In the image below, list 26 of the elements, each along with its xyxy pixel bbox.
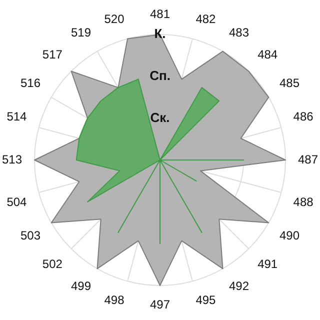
spoke-label: 520 [104, 12, 125, 26]
spoke-label: 488 [293, 195, 314, 210]
spoke-label: 485 [279, 76, 300, 90]
spoke-label: 516 [20, 76, 41, 90]
spoke-label: 499 [70, 279, 92, 294]
spoke-label: 492 [228, 279, 250, 294]
spoke-label: 490 [279, 228, 300, 242]
spoke-label: 482 [196, 12, 216, 26]
spoke-label: 514 [6, 109, 28, 124]
y-tick-label: Ск. [150, 110, 170, 125]
spoke-label: 484 [258, 48, 278, 62]
y-tick-label: Сп. [150, 68, 170, 83]
spoke-label: 483 [228, 26, 250, 40]
spoke-label: 491 [258, 257, 278, 272]
spoke-label: 504 [6, 195, 28, 210]
spoke-label: 513 [2, 152, 22, 166]
spoke-label: 487 [298, 152, 318, 166]
spoke-label: 481 [150, 7, 170, 22]
spoke-label: 497 [150, 297, 170, 312]
spoke-label: 495 [196, 292, 216, 307]
spoke-label: 503 [20, 228, 41, 242]
spoke-label: 498 [104, 292, 125, 307]
spoke-label: 502 [42, 257, 63, 272]
spoke-label: 486 [293, 109, 314, 124]
spoke-label: 519 [70, 26, 92, 40]
spoke-label: 517 [42, 48, 63, 62]
